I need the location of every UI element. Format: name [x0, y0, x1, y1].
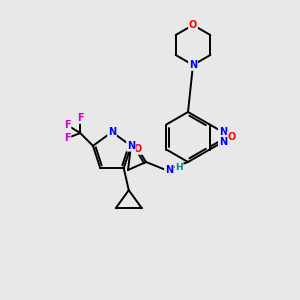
Text: N: N	[127, 141, 135, 151]
Text: H: H	[175, 164, 183, 172]
Text: N: N	[108, 127, 116, 137]
Text: F: F	[77, 113, 84, 123]
Text: F: F	[64, 133, 70, 143]
Text: N: N	[189, 60, 197, 70]
Text: O: O	[189, 20, 197, 30]
Text: N: N	[219, 137, 227, 147]
Text: O: O	[227, 132, 236, 142]
Text: F: F	[64, 120, 70, 130]
Text: O: O	[134, 144, 142, 154]
Text: N: N	[165, 165, 173, 175]
Text: N: N	[219, 127, 227, 137]
